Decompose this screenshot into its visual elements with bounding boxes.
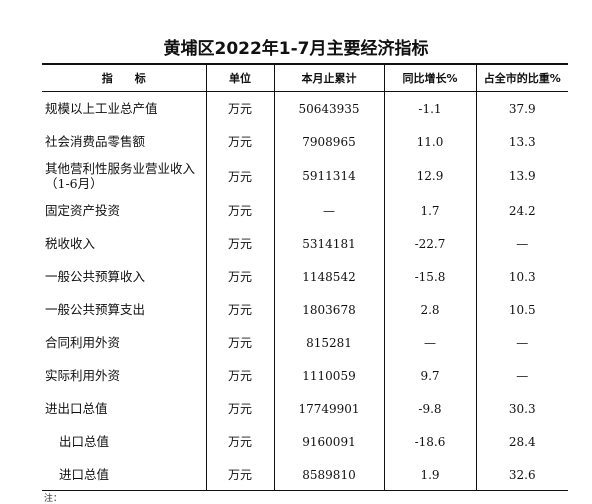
table-row: 出口总值 万元 9160091 -18.6 28.4 (42, 425, 568, 458)
header-cumulative: 本月止累计 (273, 63, 384, 92)
indicator-name-cell: 一般公共预算支出 (42, 293, 206, 326)
indicator-name: 出口总值 (59, 434, 110, 449)
cumulative-cell: 50643935 (273, 91, 384, 125)
page-title: 黄埔区2022年1-7月主要经济指标 (163, 39, 429, 59)
table-row: 税收收入 万元 5314181 -22.7— (42, 227, 568, 260)
indicator-name-cell: 税收收入 (42, 227, 206, 260)
growth-cell: 1.7 (383, 194, 476, 227)
indicator-name-cell: 社会消费品零售额 (42, 125, 206, 158)
indicator-name-cell: 固定资产投资 (42, 194, 206, 227)
growth-cell: -1.1 (383, 91, 476, 125)
indicator-name: 其他营利性服务业营业收入 (45, 161, 196, 176)
share-cell: 24.2 (475, 194, 568, 227)
share-cell: 28.4 (475, 425, 568, 458)
indicator-name-cell: 一般公共预算收入 (42, 260, 206, 293)
table-body: 规模以上工业总产值 万元 50643935 -1.1 37.9 社会消费品零售额 万元 790… (42, 91, 568, 491)
growth-cell: -15.8 (383, 260, 476, 293)
header-share: 占全市的比重% (475, 63, 568, 92)
indicator-name-cell: 规模以上工业总产值 (42, 92, 206, 126)
indicator-name-cell: 进出口总值 (42, 392, 206, 425)
table-row: 实际利用外资 万元 1110059 9.7— (42, 359, 568, 392)
economic-indicators-table: 指 标 单位 本月止累计 同比增长% 占全市的比重% 规模以上工业总产值 万元 50… (42, 63, 568, 491)
table-row: 规模以上工业总产值 万元 50643935 -1.1 37.9 (42, 91, 568, 126)
share-cell: — (475, 359, 568, 392)
growth-cell: 11.0 (383, 125, 476, 158)
unit-cell: 万元 (205, 194, 274, 227)
table-row: 社会消费品零售额 万元 7908965 11.0 13.3 (42, 125, 568, 158)
cumulative-cell: 9160091 (273, 425, 384, 458)
header-growth: 同比增长% (383, 63, 476, 92)
indicator-name: 规模以上工业总产值 (45, 101, 158, 116)
unit-cell: 万元 (205, 326, 274, 359)
indicator-name-cell: 出口总值 (42, 425, 206, 458)
footnote: 注： (44, 494, 63, 504)
unit-cell: 万元 (205, 260, 274, 293)
share-cell: 10.3 (475, 260, 568, 293)
indicator-name-note: （1-6月） (45, 176, 103, 191)
share-cell: 13.9 (475, 158, 568, 194)
indicator-name-cell: 实际利用外资 (42, 359, 206, 392)
growth-cell: 2.8 (383, 293, 476, 326)
indicator-name-cell: 合同利用外资 (42, 326, 206, 359)
table-row: 固定资产投资 万元 —1.7 24.2 (42, 194, 568, 227)
indicator-name-cell: 进口总值 (42, 458, 206, 491)
growth-cell: 1.9 (383, 458, 476, 491)
growth-cell: -18.6 (383, 425, 476, 458)
share-cell: 10.5 (475, 293, 568, 326)
cumulative-cell: 5314181 (273, 227, 384, 260)
unit-cell: 万元 (205, 227, 274, 260)
unit-cell: 万元 (205, 359, 274, 392)
header-unit: 单位 (205, 63, 274, 92)
growth-cell: -9.8 (383, 392, 476, 425)
cumulative-cell: 17749901 (273, 392, 384, 425)
indicator-name: 固定资产投资 (45, 203, 121, 218)
unit-cell: 万元 (205, 91, 274, 125)
table-row: 进出口总值 万元 17749901 -9.8 30.3 (42, 392, 568, 425)
unit-cell: 万元 (205, 392, 274, 425)
share-cell: 37.9 (475, 91, 568, 125)
cumulative-cell: 1803678 (273, 293, 384, 326)
share-cell: 30.3 (475, 392, 568, 425)
table-row: 其他营利性服务业营业收入 （1-6月） 万元 5911314 12.9 13.9 (42, 158, 568, 194)
table-header-row: 指 标 单位 本月止累计 同比增长% 占全市的比重% (42, 63, 568, 92)
indicator-name: 实际利用外资 (45, 368, 121, 383)
table-row: 合同利用外资 万元 815281— — (42, 326, 568, 359)
indicator-name-cell: 其他营利性服务业营业收入 （1-6月） (42, 158, 206, 194)
unit-cell: 万元 (205, 458, 274, 491)
table-bottom-rule (42, 490, 568, 491)
indicator-name: 合同利用外资 (45, 335, 121, 350)
indicator-name: 进出口总值 (45, 401, 108, 416)
unit-cell: 万元 (205, 125, 274, 158)
share-cell: 13.3 (475, 125, 568, 158)
growth-cell: -22.7 (383, 227, 476, 260)
cumulative-cell: — (273, 194, 384, 227)
unit-cell: 万元 (205, 293, 274, 326)
cumulative-cell: 8589810 (273, 458, 384, 491)
unit-cell: 万元 (205, 158, 274, 194)
indicator-name: 进口总值 (59, 467, 110, 482)
share-cell: 32.6 (475, 458, 568, 491)
indicator-name: 一般公共预算支出 (45, 302, 146, 317)
table-row: 一般公共预算收入 万元 1148542 -15.8 10.3 (42, 260, 568, 293)
cumulative-cell: 1148542 (273, 260, 384, 293)
unit-cell: 万元 (205, 425, 274, 458)
indicator-name: 社会消费品零售额 (45, 134, 146, 149)
cumulative-cell: 5911314 (273, 158, 384, 194)
share-cell: — (475, 227, 568, 260)
table-row: 一般公共预算支出 万元 1803678 2.8 10.5 (42, 293, 568, 326)
growth-cell: 12.9 (383, 158, 476, 194)
indicator-name: 税收收入 (45, 236, 96, 251)
growth-cell: 9.7 (383, 359, 476, 392)
header-indicator: 指 标 (42, 63, 206, 92)
growth-cell: — (383, 326, 476, 359)
share-cell: — (475, 326, 568, 359)
indicator-name: 一般公共预算收入 (45, 269, 146, 284)
cumulative-cell: 815281 (273, 326, 384, 359)
cumulative-cell: 1110059 (273, 359, 384, 392)
cumulative-cell: 7908965 (273, 125, 384, 158)
table-row: 进口总值 万元 8589810 1.9 32.6 (42, 458, 568, 491)
